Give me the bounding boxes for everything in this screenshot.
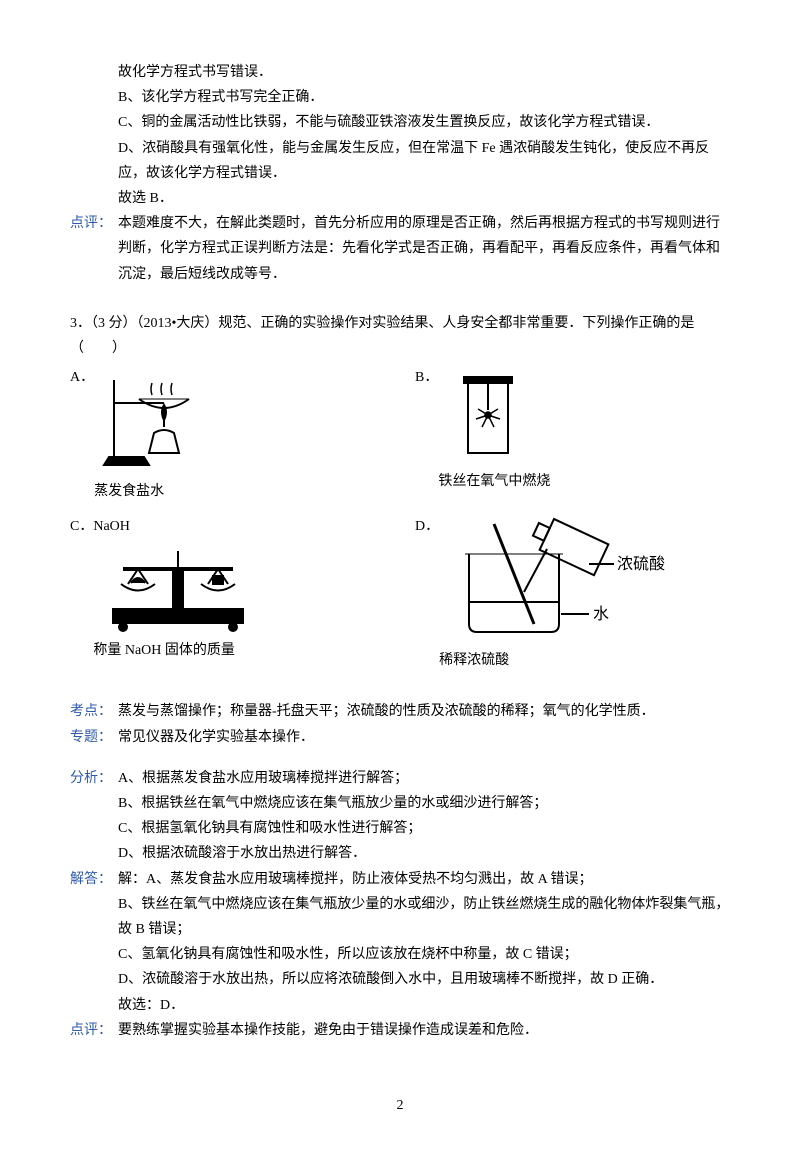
fenxi-line: A、根据蒸发食盐水应用玻璃棒搅拌进行解答； [118,766,730,791]
jieda-line: D、浓硫酸溶于水放出热，所以应将浓硫酸倒入水中，且用玻璃棒不断搅拌，故 D 正确… [118,967,730,992]
kaodian-label: 考点： [70,699,118,724]
kaodian-row: 考点： 蒸发与蒸馏操作；称量器-托盘天平；浓硫酸的性质及浓硫酸的稀释；氧气的化学… [70,699,730,724]
line: 故化学方程式书写错误． [118,60,730,85]
option-caption: 称量 NaOH 固体的质量 [93,638,385,663]
review-label: 点评： [70,211,118,287]
fenxi-line: B、根据铁丝在氧气中燃烧应该在集气瓶放少量的水或细沙进行解答； [118,791,730,816]
line: 故选 B． [118,186,730,211]
line: D、浓硝酸具有强氧化性，能与金属发生反应，但在常温下 Fe 遇浓硝酸发生钝化，使… [118,136,730,186]
line: B、该化学方程式书写完全正确． [118,85,730,110]
zhuanti-label: 专题： [70,725,118,750]
option-letter: A． [70,365,94,504]
option-letter: C． [70,514,93,673]
jieda-line: C、氢氧化钠具有腐蚀性和吸水性，所以应该放在烧杯中称量，故 C 错误； [118,942,730,967]
acid-label-text: 浓硫酸 [617,555,665,573]
dianping-text: 要熟练掌握实验基本操作技能，避免由于错误操作造成误差和危险． [118,1018,730,1043]
option-b: B． 铁丝在 [415,365,730,504]
zhuanti-text: 常见仪器及化学实验基本操作． [118,725,730,750]
option-letter: D． [415,514,439,673]
kaodian-text: 蒸发与蒸馏操作；称量器-托盘天平；浓硫酸的性质及浓硫酸的稀释；氧气的化学性质． [118,699,730,724]
figure-iron-oxygen-icon [438,365,538,465]
jieda-line: 故选：D． [118,993,730,1018]
option-d: D． [415,514,730,673]
dianping-label: 点评： [70,1018,118,1043]
option-caption: 铁丝在氧气中燃烧 [438,469,730,494]
option-caption: 蒸发食盐水 [94,479,385,504]
option-caption: 稀释浓硫酸 [439,648,730,673]
line: C、铜的金属活动性比铁弱，不能与硫酸亚铁溶液发生置换反应，故该化学方程式错误． [118,110,730,135]
water-label-text: 水 [593,605,609,623]
jieda-row: 解答： 解：A、蒸发食盐水应用玻璃棒搅拌，防止液体受热不均匀溅出，故 A 错误；… [70,867,730,1018]
fenxi-line: D、根据浓硫酸溶于水放出热进行解答． [118,841,730,866]
dianping-row: 点评： 要熟练掌握实验基本操作技能，避免由于错误操作造成误差和危险． [70,1018,730,1043]
naoh-label: NaOH [93,514,385,539]
option-letter: B． [415,365,438,504]
figure-dilute-acid-icon: 浓硫酸 水 [439,514,669,644]
fenxi-line: C、根据氢氧化钠具有腐蚀性和吸水性进行解答； [118,816,730,841]
fenxi-row: 分析： A、根据蒸发食盐水应用玻璃棒搅拌进行解答； B、根据铁丝在氧气中燃烧应该… [70,766,730,867]
page-number: 2 [70,1093,730,1118]
figure-evaporation-icon [94,365,234,475]
jieda-line: 解：A、蒸发食盐水应用玻璃棒搅拌，防止液体受热不均匀溅出，故 A 错误； [118,867,730,892]
option-a: A． [70,365,385,504]
jieda-line: B、铁丝在氧气中燃烧应该在集气瓶放少量的水或细沙，防止铁丝燃烧生成的融化物体炸裂… [118,892,730,942]
review-row: 点评： 本题难度不大，在解此类题时，首先分析应用的原理是否正确，然后再根据方程式… [70,211,730,287]
jieda-label: 解答： [70,867,118,1018]
q3-options: A． [70,365,730,673]
option-c: C． NaOH [70,514,385,673]
review-text: 本题难度不大，在解此类题时，首先分析应用的原理是否正确，然后再根据方程式的书写规… [118,211,730,287]
figure-balance-icon [93,539,263,634]
fenxi-label: 分析： [70,766,118,867]
q3-stem: 3．（3 分）（2013•大庆）规范、正确的实验操作对实验结果、人身安全都非常重… [70,311,730,361]
zhuanti-row: 专题： 常见仪器及化学实验基本操作． [70,725,730,750]
prev-solution-continuation: 故化学方程式书写错误． B、该化学方程式书写完全正确． C、铜的金属活动性比铁弱… [70,60,730,211]
